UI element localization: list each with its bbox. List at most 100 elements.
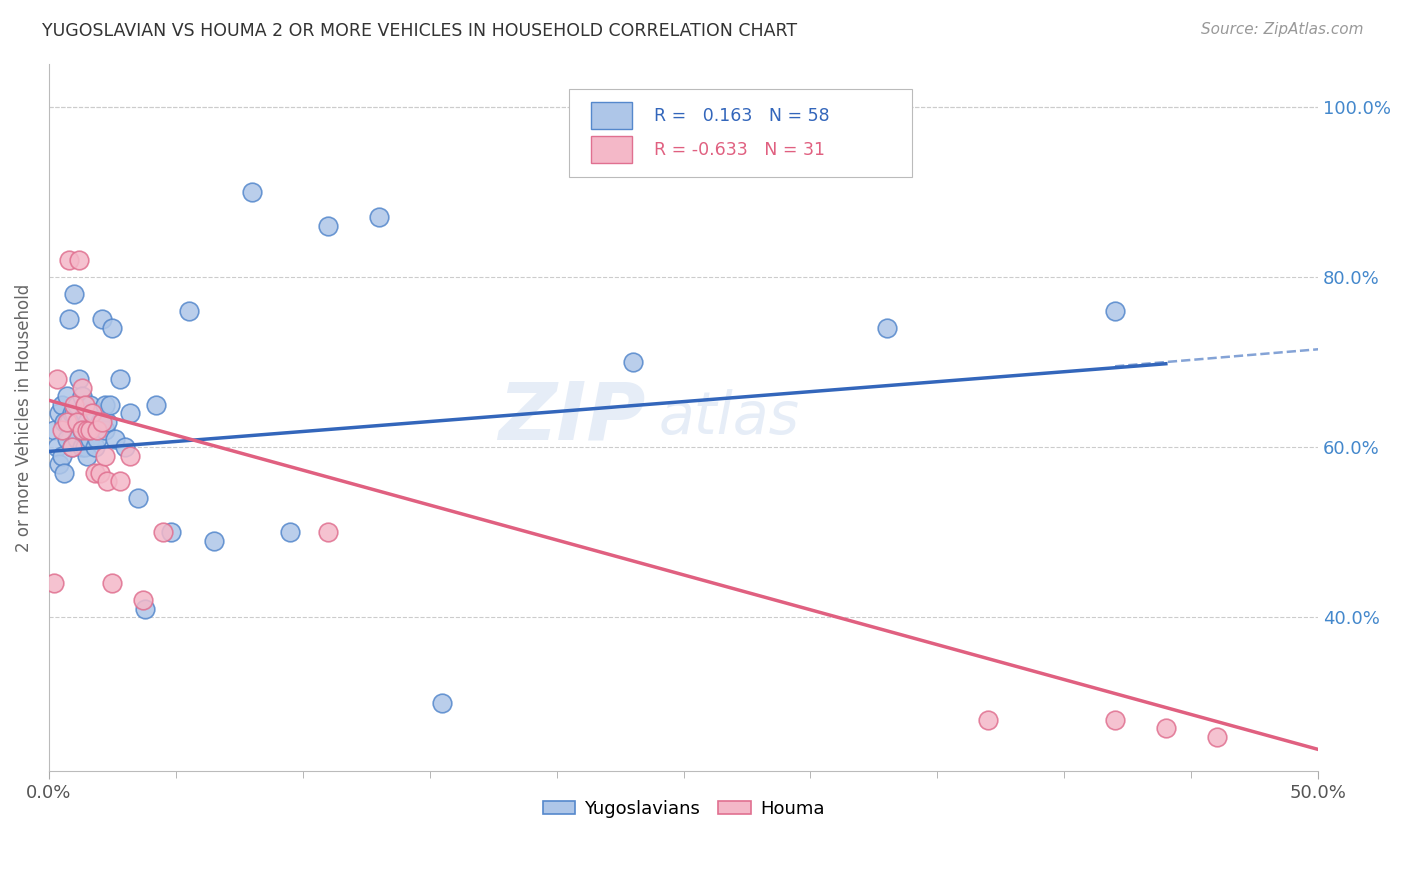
- Point: [94, 423, 117, 437]
- Point: [67, 372, 90, 386]
- Point: [159, 525, 181, 540]
- Point: [55, 415, 77, 429]
- Point: [108, 372, 131, 386]
- Point: [70, 440, 93, 454]
- Point: [48, 457, 70, 471]
- Point: [67, 252, 90, 267]
- Point: [120, 449, 142, 463]
- Point: [55, 389, 77, 403]
- Point: [55, 432, 77, 446]
- Point: [73, 440, 96, 454]
- Point: [134, 602, 156, 616]
- Point: [621, 355, 644, 369]
- Y-axis label: 2 or more Vehicles in Household: 2 or more Vehicles in Household: [15, 284, 32, 551]
- Point: [101, 576, 124, 591]
- Point: [316, 525, 339, 540]
- Point: [60, 406, 83, 420]
- Point: [1205, 730, 1227, 744]
- Point: [91, 415, 114, 429]
- Text: R = -0.633   N = 31: R = -0.633 N = 31: [654, 141, 825, 159]
- Point: [86, 432, 108, 446]
- Point: [96, 415, 118, 429]
- Point: [73, 398, 96, 412]
- Point: [86, 423, 108, 437]
- Point: [89, 466, 111, 480]
- Point: [76, 415, 98, 429]
- Point: [51, 449, 73, 463]
- Point: [76, 449, 98, 463]
- Point: [368, 211, 391, 225]
- Text: R =   0.163   N = 58: R = 0.163 N = 58: [654, 107, 830, 125]
- Point: [278, 525, 301, 540]
- Point: [177, 304, 200, 318]
- Point: [82, 406, 104, 420]
- Point: [977, 713, 1000, 727]
- Point: [1104, 713, 1126, 727]
- Point: [1104, 304, 1126, 318]
- Point: [42, 576, 65, 591]
- Point: [63, 287, 86, 301]
- Point: [63, 398, 86, 412]
- Point: [79, 423, 101, 437]
- Point: [96, 474, 118, 488]
- Point: [94, 398, 117, 412]
- Point: [145, 398, 167, 412]
- Point: [45, 440, 67, 454]
- Point: [83, 440, 105, 454]
- Point: [53, 415, 76, 429]
- Legend: Yugoslavians, Houma: Yugoslavians, Houma: [536, 793, 831, 825]
- Point: [83, 466, 105, 480]
- Point: [70, 389, 93, 403]
- Text: Source: ZipAtlas.com: Source: ZipAtlas.com: [1201, 22, 1364, 37]
- Point: [79, 432, 101, 446]
- Point: [316, 219, 339, 233]
- Point: [51, 423, 73, 437]
- Point: [60, 440, 83, 454]
- Point: [94, 449, 117, 463]
- Point: [70, 381, 93, 395]
- Point: [73, 406, 96, 420]
- Point: [83, 406, 105, 420]
- Point: [53, 466, 76, 480]
- Point: [58, 415, 80, 429]
- FancyBboxPatch shape: [591, 136, 631, 163]
- Text: atlas: atlas: [658, 389, 799, 446]
- Point: [63, 406, 86, 420]
- Point: [127, 491, 149, 506]
- Point: [70, 423, 93, 437]
- Point: [108, 474, 131, 488]
- Point: [48, 406, 70, 420]
- Point: [120, 406, 142, 420]
- Point: [152, 525, 174, 540]
- Point: [1154, 721, 1177, 735]
- Point: [79, 398, 101, 412]
- FancyBboxPatch shape: [591, 103, 631, 129]
- Point: [66, 398, 89, 412]
- Point: [432, 696, 454, 710]
- FancyBboxPatch shape: [569, 89, 912, 178]
- Point: [76, 423, 98, 437]
- Point: [67, 415, 90, 429]
- Point: [70, 423, 93, 437]
- Point: [66, 415, 89, 429]
- Point: [89, 415, 111, 429]
- Point: [82, 423, 104, 437]
- Point: [42, 423, 65, 437]
- Point: [58, 312, 80, 326]
- Point: [114, 440, 136, 454]
- Point: [132, 593, 155, 607]
- Point: [104, 432, 127, 446]
- Point: [66, 432, 89, 446]
- Point: [51, 398, 73, 412]
- Point: [98, 398, 121, 412]
- Point: [240, 185, 263, 199]
- Point: [91, 312, 114, 326]
- Point: [876, 321, 898, 335]
- Point: [58, 252, 80, 267]
- Point: [101, 321, 124, 335]
- Text: YUGOSLAVIAN VS HOUMA 2 OR MORE VEHICLES IN HOUSEHOLD CORRELATION CHART: YUGOSLAVIAN VS HOUMA 2 OR MORE VEHICLES …: [42, 22, 797, 40]
- Point: [60, 440, 83, 454]
- Point: [45, 372, 67, 386]
- Text: ZIP: ZIP: [498, 378, 645, 457]
- Point: [202, 533, 225, 548]
